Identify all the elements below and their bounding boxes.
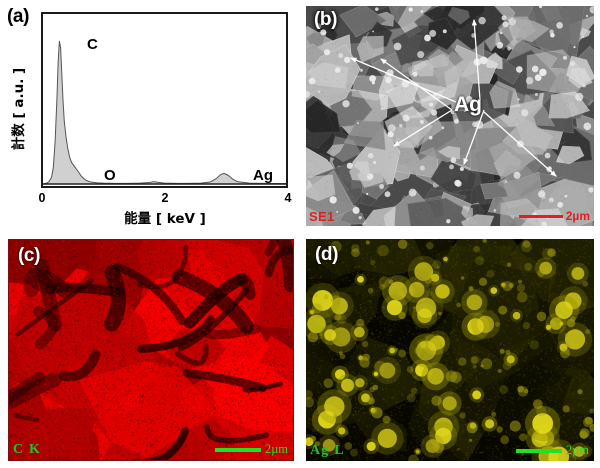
panel-c-label: (c) [18, 245, 41, 266]
peak-label-carbon: C [87, 36, 98, 53]
xaxis-tick-0: 0 [38, 191, 46, 205]
sem-scale-bar-text: 2µm [565, 209, 590, 223]
panel-a-label: (a) [7, 6, 30, 27]
peak-label-oxygen: O [104, 167, 116, 184]
carbon-map-scale-group: 2µm [214, 442, 288, 457]
sem-annotation-ag: Ag [454, 93, 482, 116]
xaxis-tick-4: 4 [284, 191, 292, 205]
yaxis-title: 計数 [ a.u. ] [11, 67, 27, 151]
panel-c-carbon-map: (c) C K 2µm [8, 239, 294, 461]
sem-scale-bar-group: 2µm [518, 209, 590, 223]
silver-map-scale-group: 2µm [515, 443, 589, 458]
panel-b-label: (b) [314, 9, 338, 30]
silver-map-image [306, 239, 594, 461]
silver-map-scale-bar-line [515, 448, 562, 453]
xaxis-title: 能量 [ keV ] [124, 211, 206, 227]
silver-map-scale-text: 2µm [565, 443, 589, 457]
spectrum-curve [43, 40, 286, 185]
panel-d-label: (d) [315, 244, 339, 265]
peak-label-silver: Ag [253, 167, 273, 184]
sem-micrograph [306, 6, 594, 226]
carbon-map-scale-text: 2µm [264, 442, 288, 456]
spectrum-plot-area: C O Ag [41, 12, 288, 188]
silver-map-element-label: Ag L [310, 443, 345, 458]
carbon-map-image [9, 240, 293, 460]
sem-detector-label: SE1 [309, 209, 335, 224]
carbon-map-element-label: C K [13, 442, 42, 457]
panel-d-silver-map: (d) Ag L 2µm [306, 239, 594, 461]
sem-scale-bar-line [518, 214, 563, 218]
carbon-map-scale-bar-line [214, 447, 261, 452]
panel-b-sem-image: (b) Ag SE1 2µm [306, 6, 594, 226]
panel-a-eds-spectrum: (a) C O Ag 0 2 4 能量 [ keV ] 計数 [ a.u. ] [0, 0, 300, 232]
xaxis-tick-2: 2 [161, 191, 169, 205]
